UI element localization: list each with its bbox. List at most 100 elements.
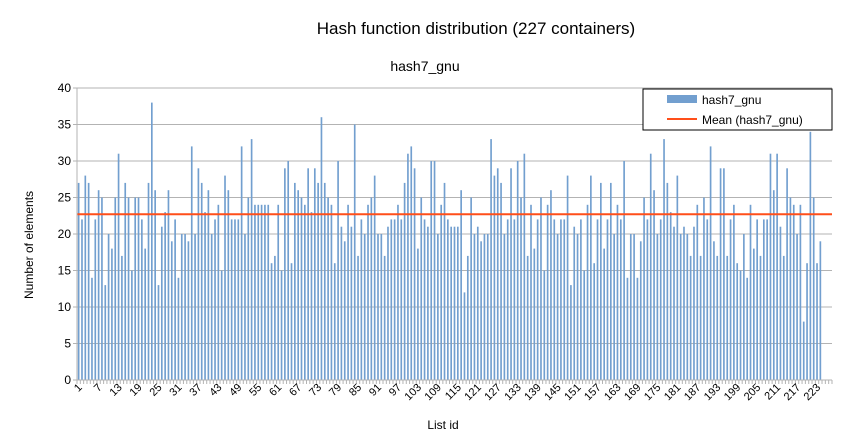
y-tick-label: 20 bbox=[58, 227, 72, 241]
bar bbox=[536, 219, 539, 380]
bar bbox=[77, 182, 80, 380]
bar bbox=[234, 219, 236, 380]
bar bbox=[613, 234, 615, 380]
bar bbox=[307, 168, 309, 380]
bar bbox=[97, 190, 100, 380]
x-tick-label: 103 bbox=[403, 382, 424, 403]
bar bbox=[526, 255, 529, 380]
bar bbox=[260, 204, 263, 380]
bar bbox=[772, 190, 775, 380]
bar bbox=[506, 219, 509, 380]
bar bbox=[749, 204, 752, 380]
bar bbox=[383, 255, 386, 380]
bar bbox=[387, 226, 389, 380]
bar bbox=[373, 175, 376, 380]
x-tick-label: 163 bbox=[602, 382, 623, 403]
bar bbox=[709, 146, 712, 380]
bar bbox=[799, 204, 802, 380]
bar bbox=[560, 219, 562, 380]
bar bbox=[144, 248, 147, 380]
bar bbox=[816, 263, 818, 380]
bar bbox=[220, 270, 223, 380]
bar bbox=[91, 277, 93, 380]
bar bbox=[170, 241, 173, 380]
bar bbox=[520, 197, 522, 380]
bar bbox=[121, 255, 123, 380]
legend-bar-swatch bbox=[667, 95, 697, 103]
bar bbox=[160, 226, 163, 380]
x-tick-label: 133 bbox=[502, 382, 523, 403]
bar bbox=[353, 124, 356, 380]
bar bbox=[207, 190, 210, 380]
bar bbox=[254, 204, 256, 380]
y-tick-label: 35 bbox=[58, 118, 72, 132]
bar bbox=[247, 197, 250, 380]
bar bbox=[440, 204, 443, 380]
bar bbox=[626, 277, 629, 380]
bar bbox=[513, 219, 516, 380]
bar bbox=[570, 285, 572, 380]
bar bbox=[623, 161, 625, 380]
chart-subtitle: hash7_gnu bbox=[390, 58, 459, 74]
x-tick-label: 7 bbox=[92, 382, 105, 395]
bar bbox=[101, 197, 103, 380]
bar bbox=[417, 248, 419, 380]
axes bbox=[73, 88, 833, 384]
bar bbox=[214, 219, 216, 380]
bar bbox=[656, 234, 659, 380]
x-tick-label: 91 bbox=[367, 382, 384, 399]
bar bbox=[619, 219, 622, 380]
bar bbox=[197, 168, 200, 380]
bar bbox=[180, 234, 183, 380]
x-tick-label: 85 bbox=[347, 382, 364, 399]
x-tick-label: 217 bbox=[782, 382, 803, 403]
bar bbox=[267, 204, 270, 380]
bar bbox=[743, 234, 745, 380]
bar bbox=[762, 219, 765, 380]
bar bbox=[327, 197, 329, 380]
x-tick-label: 67 bbox=[287, 382, 304, 399]
x-tick-label: 151 bbox=[562, 382, 583, 403]
bar bbox=[420, 197, 423, 380]
bar bbox=[287, 161, 290, 380]
bar bbox=[450, 226, 452, 380]
bar bbox=[739, 270, 742, 380]
bar bbox=[556, 234, 559, 380]
x-tick-label: 193 bbox=[702, 382, 723, 403]
bar bbox=[633, 234, 635, 380]
bar bbox=[756, 219, 758, 380]
bar bbox=[696, 204, 699, 380]
bar bbox=[377, 234, 379, 380]
bar bbox=[313, 168, 316, 380]
bar bbox=[653, 190, 655, 380]
x-tick-label: 79 bbox=[327, 382, 344, 399]
y-tick-label: 30 bbox=[58, 154, 72, 168]
x-tick-label: 121 bbox=[462, 382, 483, 403]
bar bbox=[87, 182, 90, 380]
bar bbox=[563, 219, 566, 380]
bar bbox=[766, 219, 768, 380]
bar bbox=[290, 263, 293, 380]
bar bbox=[616, 204, 619, 380]
bar bbox=[141, 219, 143, 380]
y-tick-label: 10 bbox=[58, 300, 72, 314]
bar bbox=[819, 241, 822, 380]
bar bbox=[789, 197, 792, 380]
bar bbox=[463, 292, 466, 380]
bar bbox=[104, 285, 107, 380]
bar bbox=[164, 212, 166, 380]
bar bbox=[806, 263, 808, 380]
bar bbox=[476, 226, 479, 380]
bars bbox=[77, 102, 822, 380]
bar bbox=[224, 175, 226, 380]
bar bbox=[151, 102, 153, 380]
x-tick-label: 115 bbox=[443, 382, 464, 403]
bar bbox=[483, 234, 486, 380]
bar bbox=[606, 219, 609, 380]
x-tick-label: 73 bbox=[307, 382, 324, 399]
bar bbox=[460, 190, 462, 380]
bar bbox=[609, 182, 612, 380]
bar bbox=[190, 146, 193, 380]
bar bbox=[629, 234, 632, 380]
bar bbox=[330, 204, 333, 380]
